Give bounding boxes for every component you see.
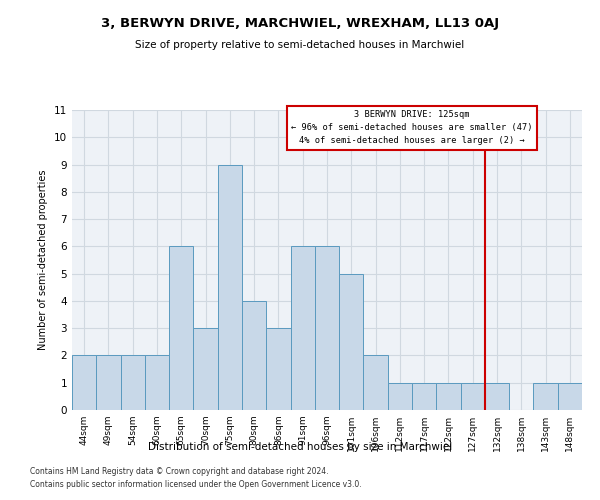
Text: Size of property relative to semi-detached houses in Marchwiel: Size of property relative to semi-detach… bbox=[136, 40, 464, 50]
Bar bbox=[145, 356, 169, 410]
Bar bbox=[388, 382, 412, 410]
Bar bbox=[485, 382, 509, 410]
Bar bbox=[290, 246, 315, 410]
Bar bbox=[72, 356, 96, 410]
Text: Contains HM Land Registry data © Crown copyright and database right 2024.: Contains HM Land Registry data © Crown c… bbox=[30, 467, 329, 476]
Bar bbox=[169, 246, 193, 410]
Bar bbox=[364, 356, 388, 410]
Text: Contains public sector information licensed under the Open Government Licence v3: Contains public sector information licen… bbox=[30, 480, 362, 489]
Bar bbox=[218, 164, 242, 410]
Bar bbox=[315, 246, 339, 410]
Bar bbox=[121, 356, 145, 410]
Bar bbox=[266, 328, 290, 410]
Bar bbox=[461, 382, 485, 410]
Bar bbox=[533, 382, 558, 410]
Bar bbox=[412, 382, 436, 410]
Y-axis label: Number of semi-detached properties: Number of semi-detached properties bbox=[38, 170, 49, 350]
Text: Distribution of semi-detached houses by size in Marchwiel: Distribution of semi-detached houses by … bbox=[148, 442, 452, 452]
Bar bbox=[558, 382, 582, 410]
Bar bbox=[242, 301, 266, 410]
Bar bbox=[193, 328, 218, 410]
Bar bbox=[96, 356, 121, 410]
Text: 3, BERWYN DRIVE, MARCHWIEL, WREXHAM, LL13 0AJ: 3, BERWYN DRIVE, MARCHWIEL, WREXHAM, LL1… bbox=[101, 18, 499, 30]
Bar bbox=[436, 382, 461, 410]
Text: 3 BERWYN DRIVE: 125sqm
← 96% of semi-detached houses are smaller (47)
4% of semi: 3 BERWYN DRIVE: 125sqm ← 96% of semi-det… bbox=[291, 110, 533, 146]
Bar bbox=[339, 274, 364, 410]
